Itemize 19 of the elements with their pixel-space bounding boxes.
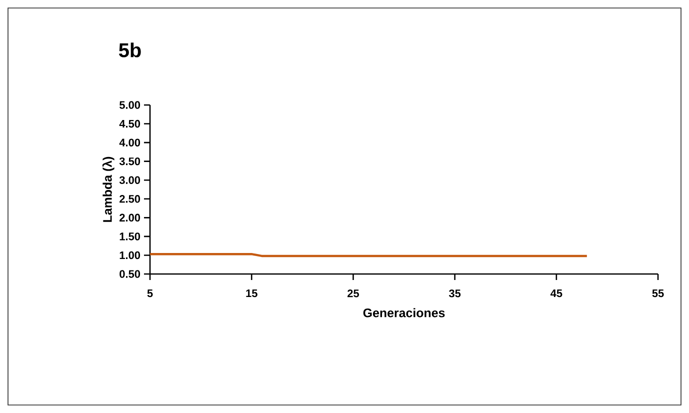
x-tick-label: 5 — [147, 290, 153, 298]
y-tick-label: 0.50 — [120, 270, 140, 278]
y-tick-label: 1.00 — [120, 251, 140, 260]
x-tick-label: 35 — [448, 290, 461, 298]
y-axis-title: Lambda (λ) — [102, 156, 114, 222]
y-tick-label: 1.50 — [120, 232, 140, 240]
x-tick-label: 25 — [347, 290, 359, 298]
x-tick-label: 55 — [652, 290, 664, 298]
x-axis-title: Generaciones — [363, 308, 445, 318]
y-tick-label: 2.50 — [120, 195, 140, 203]
y-tick-label: 3.50 — [119, 157, 140, 166]
chart-title: 5b — [118, 42, 141, 58]
x-tick-label: 15 — [246, 290, 258, 298]
y-tick-label: 5.00 — [120, 101, 140, 109]
x-tick-label: 45 — [550, 290, 562, 298]
y-tick-label: 2.00 — [120, 214, 140, 222]
y-tick-label: 4.50 — [119, 120, 140, 128]
y-tick-label: 4.00 — [119, 138, 140, 146]
y-tick-label: 3.00 — [119, 176, 140, 184]
